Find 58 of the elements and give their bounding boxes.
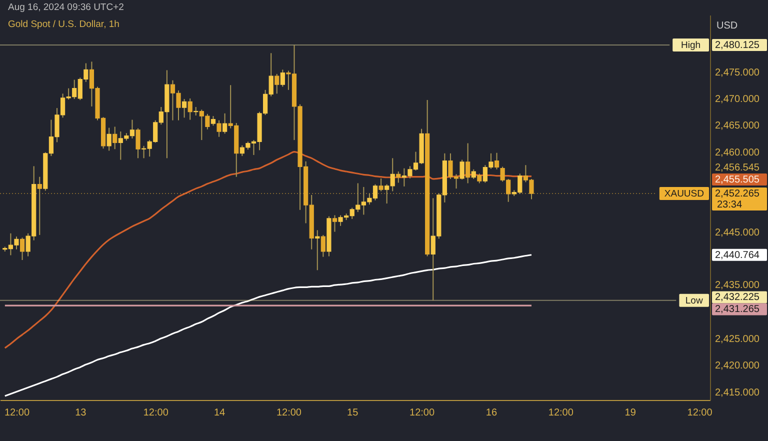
- candlestick: [106, 127, 112, 152]
- candlestick: [112, 126, 118, 150]
- candlestick: [182, 98, 187, 118]
- x-tick-label: 12:00: [4, 408, 30, 418]
- y-tick-label: 2,470.000: [715, 94, 760, 105]
- candlestick: [378, 178, 384, 192]
- ref-line-label: High: [681, 40, 701, 51]
- candlestick: [460, 159, 464, 180]
- y-axis-title: USD: [716, 20, 738, 32]
- y-tick-label: 2,435.000: [715, 280, 760, 292]
- y-tick-label: 2,432.225: [715, 292, 760, 304]
- candlestick: [320, 234, 326, 258]
- candlestick: [20, 237, 25, 261]
- y-tick-label: 2,475.000: [715, 67, 760, 78]
- candlestick: [210, 116, 216, 126]
- y-tick-label: 2,452.265: [715, 188, 760, 200]
- candlestick: [315, 230, 320, 271]
- candlestick: [222, 112, 228, 134]
- y-tick-label: 2,431.265: [715, 304, 760, 316]
- candlestick: [274, 73, 280, 94]
- candlestick: [471, 168, 476, 180]
- y-tick-label: 2,420.000: [715, 360, 760, 372]
- y-tick-label: 2,445.000: [715, 227, 760, 238]
- y-tick-label: 2,425.000: [715, 334, 760, 345]
- chart-title: Gold Spot / U.S. Dollar, 1h: [8, 19, 120, 30]
- text: 23:34: [717, 200, 742, 211]
- x-tick-label: 12:00: [410, 408, 435, 418]
- x-tick-label: 14: [214, 408, 226, 418]
- text: Aug 16, 2024 09:36 UTC+2: [8, 2, 124, 13]
- candlestick: [494, 152, 500, 170]
- y-tick-label: 2,460.000: [715, 147, 760, 158]
- y-tick-label: 2,465.000: [715, 120, 760, 132]
- y-tick-label: 2,455.505: [715, 174, 760, 186]
- candlestick: [477, 173, 482, 184]
- candlestick: [280, 69, 285, 88]
- candlestick: [396, 171, 401, 184]
- x-tick-label: 12:00: [548, 408, 574, 418]
- candlestick: [466, 142, 470, 184]
- x-tick-label: 12:00: [687, 408, 713, 418]
- x-tick-label: 16: [486, 408, 498, 418]
- line-series: [4, 150, 532, 349]
- x-tick-label: 13: [75, 408, 87, 418]
- y-tick-label: 2,440.764: [715, 250, 760, 261]
- candlestick: [37, 176, 42, 236]
- candlestick: [332, 214, 338, 232]
- candlestick: [216, 120, 222, 138]
- ref-line-label: Low: [685, 295, 703, 306]
- candlestick: [136, 128, 140, 159]
- ref-line-label: XAUUSD: [664, 188, 704, 200]
- y-tick-label: 2,456.545: [715, 162, 760, 174]
- x-tick-label: 19: [624, 408, 636, 418]
- y-tick-label: 2,415.000: [715, 387, 760, 398]
- line-series: [4, 254, 532, 397]
- candlestick: [188, 98, 192, 120]
- y-tick-label: 2,480.125: [715, 40, 760, 51]
- x-tick-label: 15: [347, 408, 359, 418]
- x-tick-label: 12:00: [276, 408, 302, 418]
- x-tick-label: 12:00: [143, 408, 169, 418]
